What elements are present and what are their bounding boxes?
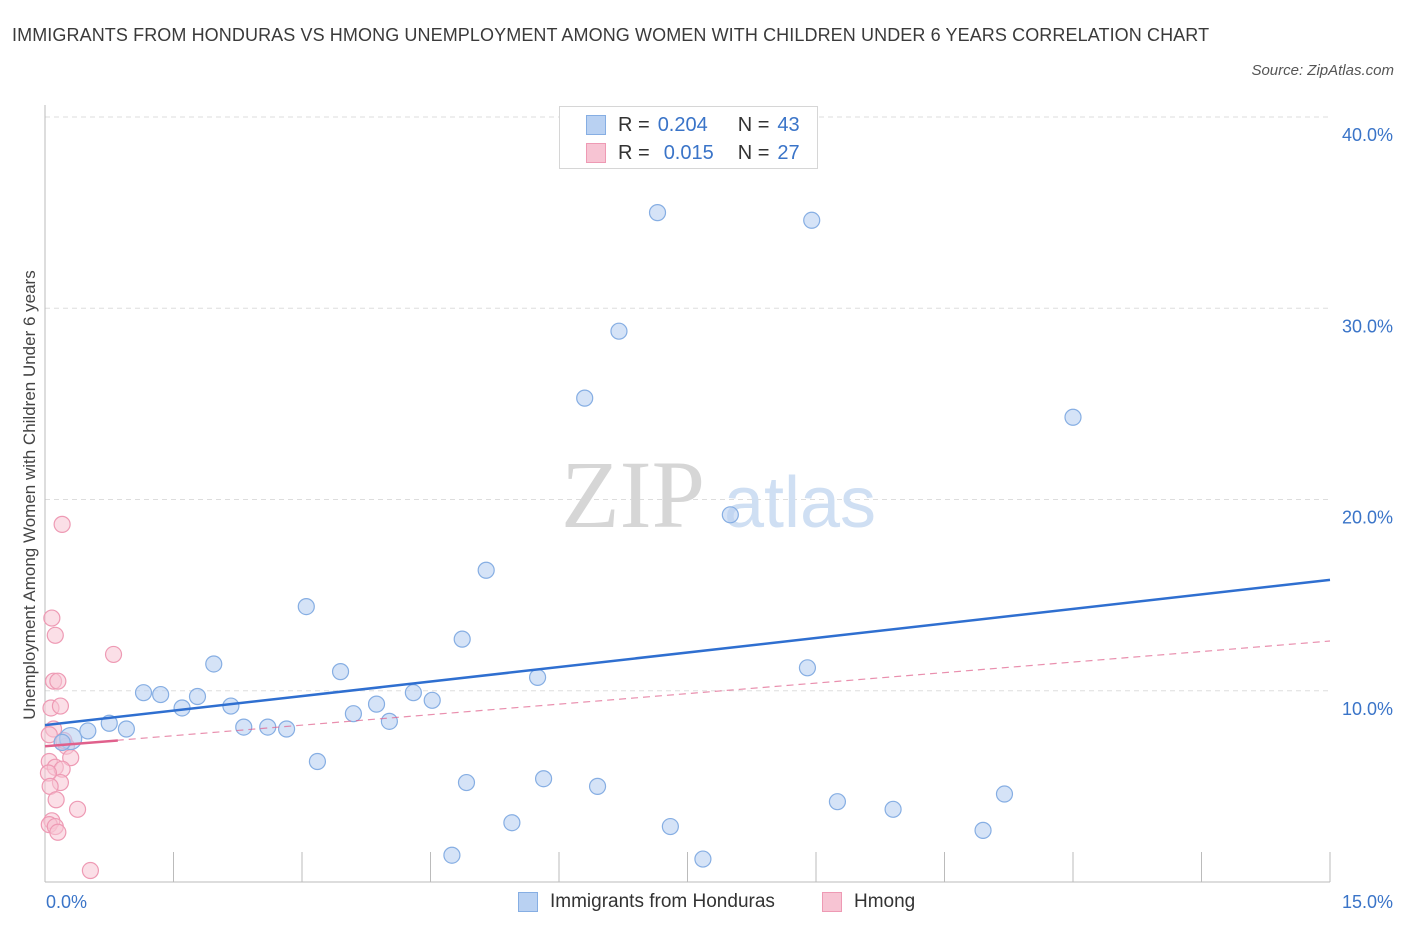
honduras-point (134, 684, 153, 702)
hmong-point (49, 672, 67, 690)
honduras-point (235, 718, 253, 736)
hmong-trend-dashed (44, 640, 1331, 747)
watermark: ZIP atlas (561, 441, 876, 548)
legend-n-value: 43 (777, 113, 800, 136)
hmong-point (49, 823, 67, 841)
x-tick-label: 0.0% (46, 892, 87, 912)
hmong-point (68, 800, 87, 818)
y-tick-label: 40.0% (1342, 125, 1393, 145)
honduras-point (694, 850, 712, 868)
honduras-point (117, 720, 135, 738)
x-tick-labels: 0.0% 15.0% (46, 892, 1393, 912)
honduras-point (453, 630, 471, 648)
honduras-point (995, 785, 1014, 803)
hmong-point (46, 626, 64, 644)
hmong-point (104, 645, 123, 664)
honduras-point (721, 506, 739, 524)
honduras-point (477, 561, 495, 579)
series-hmong (39, 515, 123, 880)
bottom-legend-swatch-honduras (518, 892, 538, 912)
grid-lines (45, 116, 1330, 692)
legend-row-honduras: R = 0.204 N = 43 (586, 112, 800, 138)
legend-swatch-honduras (586, 115, 606, 135)
axes (44, 105, 1331, 883)
honduras-point (308, 752, 327, 771)
hmong-trend-solid (44, 739, 118, 748)
honduras-point (297, 597, 315, 616)
honduras-trend (44, 578, 1331, 727)
honduras-point (423, 691, 441, 709)
honduras-point (457, 773, 476, 792)
hmong-point (43, 609, 61, 627)
honduras-point (205, 655, 223, 673)
honduras-point (152, 685, 170, 704)
honduras-point (79, 722, 97, 740)
honduras-point (610, 322, 628, 340)
source-label: Source: ZipAtlas.com (1251, 62, 1394, 79)
honduras-point (576, 389, 594, 407)
honduras-point (188, 687, 207, 706)
bottom-legend-hmong: Hmong (822, 890, 915, 914)
series-honduras (53, 204, 1082, 868)
honduras-point (648, 204, 667, 222)
watermark-atlas: atlas (724, 463, 876, 543)
bottom-legend-label-hmong: Hmong (854, 891, 916, 912)
honduras-point (661, 817, 679, 836)
hmong-point (53, 515, 71, 533)
honduras-point (344, 705, 362, 723)
y-tick-label: 20.0% (1342, 508, 1393, 528)
honduras-point (884, 800, 902, 818)
hmong-point (40, 726, 58, 744)
y-tick-label: 30.0% (1342, 316, 1393, 336)
bottom-legend-swatch-hmong (822, 892, 842, 912)
y-tick-labels: 10.0% 20.0% 30.0% 40.0% (1342, 125, 1393, 719)
honduras-point (798, 659, 817, 677)
legend-r-value: 0.015 (663, 141, 714, 164)
y-axis-title: Unemployment Among Women with Children U… (20, 270, 39, 720)
watermark-zip: ZIP (561, 441, 705, 548)
legend-n-value: 27 (777, 141, 800, 164)
hmong-point (81, 861, 100, 880)
honduras-point (404, 684, 422, 702)
hmong-point (47, 791, 65, 809)
honduras-point (1064, 408, 1082, 426)
honduras-point (803, 211, 821, 229)
honduras-point (380, 712, 398, 730)
honduras-point (534, 770, 553, 788)
honduras-point (222, 697, 240, 715)
honduras-point (528, 668, 547, 686)
honduras-point (443, 846, 461, 864)
legend-r-value: 0.204 (657, 113, 708, 136)
chart-title: IMMIGRANTS FROM HONDURAS VS HMONG UNEMPL… (12, 25, 1210, 45)
legend-r-label: R = (618, 113, 650, 136)
honduras-point (588, 777, 607, 795)
honduras-point (503, 814, 521, 832)
bottom-legend-label-honduras: Immigrants from Honduras (550, 891, 775, 912)
legend-r-label: R = (618, 141, 650, 164)
honduras-point (367, 695, 386, 713)
hmong-point (51, 697, 70, 715)
x-tick-label: 15.0% (1342, 892, 1393, 912)
honduras-point (828, 793, 847, 811)
correlation-legend: R = 0.204 N = 43 R = 0.015 N = 27 (559, 106, 818, 169)
honduras-point (53, 733, 71, 751)
y-tick-label: 10.0% (1342, 699, 1393, 719)
legend-swatch-hmong (586, 143, 606, 163)
legend-n-label: N = (737, 113, 770, 136)
trend-lines (44, 578, 1331, 748)
honduras-point (277, 720, 296, 738)
bottom-legend-honduras: Immigrants from Honduras (518, 890, 775, 914)
honduras-point (974, 821, 992, 839)
legend-row-hmong: R = 0.015 N = 27 (586, 140, 800, 166)
honduras-point (331, 663, 350, 681)
legend-n-label: N = (737, 141, 770, 164)
